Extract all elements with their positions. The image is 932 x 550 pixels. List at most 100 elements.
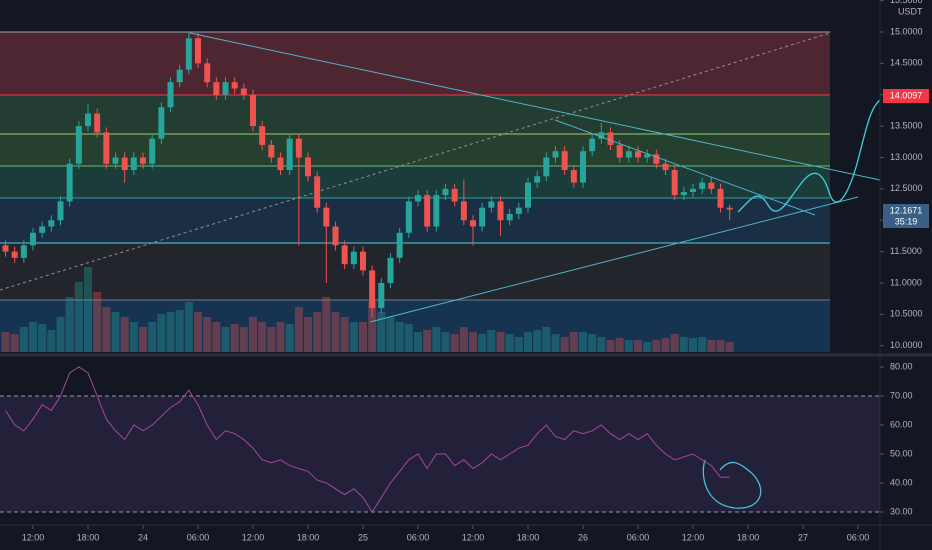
level-label-box — [883, 89, 929, 103]
rsi-pane — [0, 366, 880, 513]
zone — [0, 95, 830, 134]
candle-body — [442, 188, 449, 196]
candle-body — [515, 207, 522, 214]
candle-body — [644, 154, 651, 158]
volume-bar — [725, 342, 734, 352]
candle-body — [589, 138, 596, 152]
volume-bar — [533, 330, 542, 352]
volume — [1, 267, 734, 352]
candle-body — [506, 213, 513, 221]
zone — [0, 300, 830, 352]
candle-body — [690, 188, 696, 192]
x-tick-label: 06:00 — [187, 532, 210, 542]
volume-bar — [560, 337, 569, 352]
x-tick-label: 06:00 — [407, 532, 430, 542]
candle-body — [103, 132, 110, 164]
candle-body — [140, 157, 146, 164]
y-tick-label: 13.5000 — [890, 120, 923, 130]
candle-body — [479, 207, 486, 227]
candle-body — [295, 138, 302, 158]
candle-body — [580, 151, 586, 183]
countdown: 35:19 — [895, 216, 918, 226]
candle-body — [185, 38, 192, 70]
y-tick-label: 10.5000 — [890, 309, 923, 319]
volume-bar — [65, 297, 74, 352]
volume-bar — [634, 340, 642, 352]
rsi-line — [5, 366, 730, 513]
candle-body — [708, 182, 715, 189]
zone — [0, 243, 830, 300]
candle-body — [20, 245, 27, 258]
zone — [0, 134, 830, 166]
y-tick-label: 15.5000 — [890, 0, 923, 5]
volume-bar — [588, 334, 597, 352]
volume-bar — [74, 282, 83, 352]
candle-body — [112, 157, 119, 164]
volume-bar — [368, 302, 377, 352]
volume-bar — [129, 322, 138, 352]
candle-body — [39, 226, 46, 233]
volume-bar — [249, 317, 257, 352]
volume-bar — [349, 322, 358, 352]
projection-sketch — [737, 99, 881, 213]
y-tick-label: 11.5000 — [890, 246, 922, 256]
candle-body — [616, 144, 623, 158]
volume-bar — [157, 314, 166, 352]
volume-bar — [698, 337, 707, 352]
volume-bar — [432, 327, 441, 352]
volume-bar — [615, 338, 624, 352]
rsi-tick-label: 40.00 — [890, 477, 913, 487]
x-tick-label: 26 — [578, 532, 588, 542]
candle-body — [378, 282, 385, 309]
volume-bar — [395, 322, 404, 352]
zone — [0, 166, 830, 198]
candle-body — [497, 201, 504, 221]
candle-body — [121, 157, 128, 171]
volume-bar — [258, 322, 267, 352]
zone — [0, 32, 830, 95]
candle-body — [286, 138, 293, 171]
rsi-tick-label: 50.00 — [890, 448, 913, 458]
volume-bar — [496, 332, 505, 352]
x-tick-label: 12:00 — [242, 532, 265, 542]
candle-body — [433, 195, 440, 227]
x-tick-label: 12:00 — [682, 532, 705, 542]
volume-bar — [478, 334, 487, 352]
candle-body — [75, 126, 82, 164]
candle-body — [195, 38, 201, 64]
x-tick-label: 27 — [798, 532, 808, 542]
candle-body — [259, 126, 266, 145]
candle-body — [30, 232, 36, 246]
volume-bar — [1, 332, 10, 352]
candle-body — [460, 201, 467, 221]
candle-body — [231, 82, 238, 89]
volume-bar — [203, 317, 212, 352]
volume-bar — [441, 332, 450, 352]
volume-bar — [689, 338, 697, 352]
candle-body — [167, 82, 174, 108]
candle-body — [470, 220, 476, 227]
y-tick-label: 14.5000 — [890, 58, 923, 68]
volume-bar — [84, 267, 92, 352]
candle-body — [48, 220, 55, 227]
candle-body — [176, 69, 183, 83]
candle-body — [671, 170, 678, 196]
candle-body — [405, 201, 412, 233]
volume-bar — [505, 334, 514, 352]
candle-body — [66, 163, 73, 202]
candle-body — [396, 232, 403, 258]
volume-bar — [716, 340, 725, 352]
x-tick-label: 18:00 — [297, 532, 320, 542]
trendline — [554, 119, 816, 216]
candle-body — [158, 107, 165, 139]
x-tick-label: 18:00 — [517, 532, 540, 542]
volume-bar — [56, 317, 65, 352]
candle-body — [204, 63, 211, 83]
volume-bar — [285, 324, 294, 352]
volume-bar — [450, 334, 459, 352]
volume-bar — [313, 312, 322, 352]
volume-bar — [606, 340, 615, 352]
candle-body — [2, 245, 9, 252]
candle-body — [360, 251, 366, 271]
